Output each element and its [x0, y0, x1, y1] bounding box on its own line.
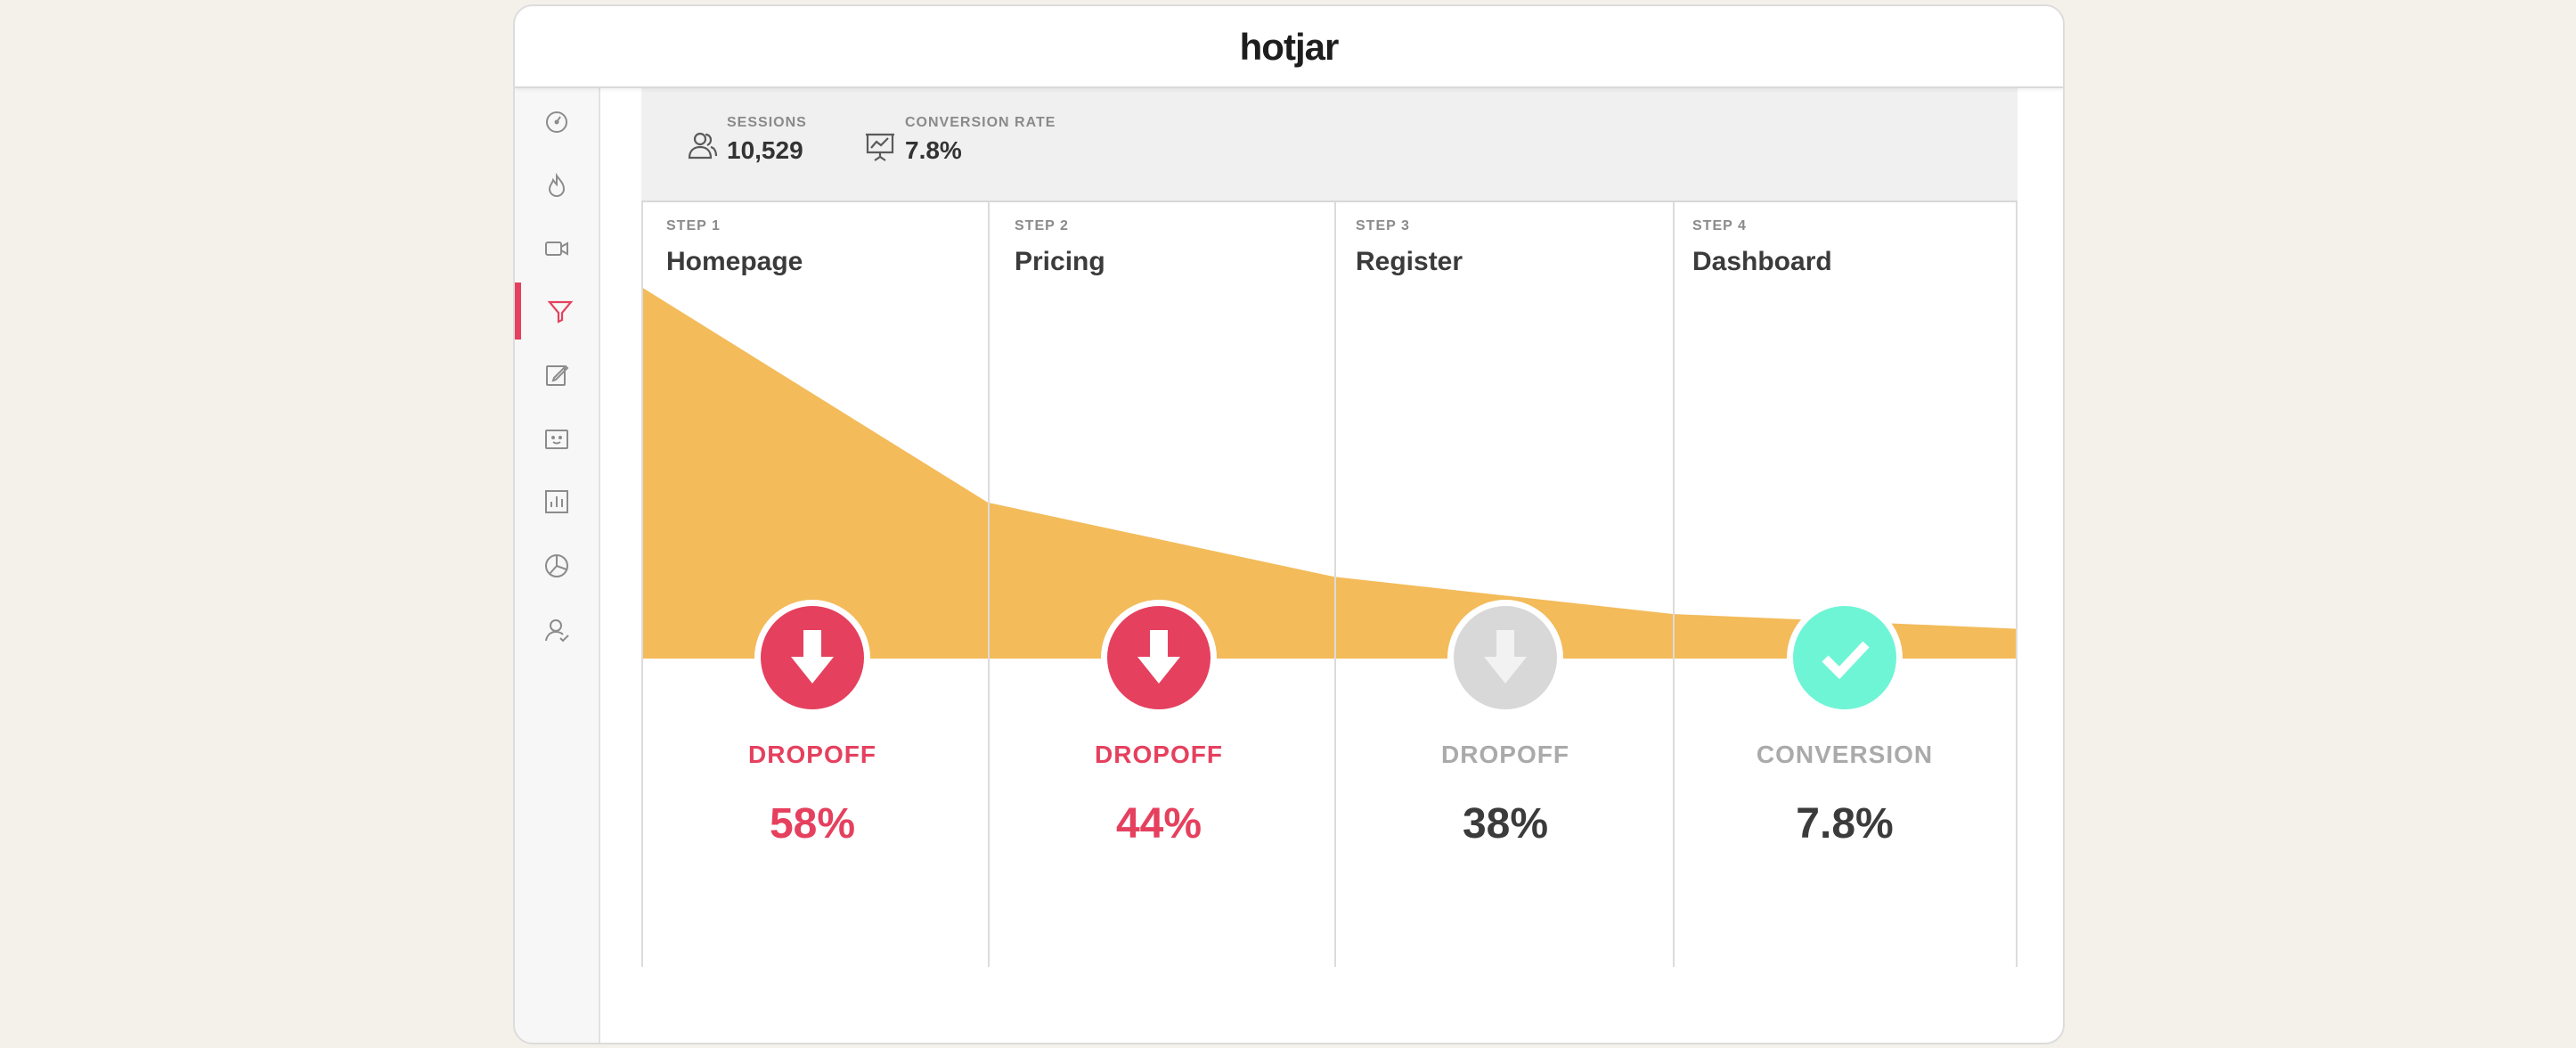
hotjar-logo[interactable]: hotjar — [1239, 26, 1340, 68]
sidebar-item-recruiters[interactable] — [515, 602, 599, 659]
step-number: STEP 3 — [1356, 218, 1410, 233]
step-2-dropoff-badge[interactable] — [1101, 600, 1217, 716]
step-name: Register — [1356, 247, 1463, 276]
sidebar — [515, 86, 600, 1043]
step-4-conversion-value: 7.8% — [1796, 800, 1894, 847]
funnel-area-chart — [641, 287, 2018, 659]
step-2-metric-label: DROPOFF — [1095, 741, 1223, 768]
step-name: Homepage — [666, 247, 803, 276]
sidebar-item-forms[interactable] — [515, 347, 599, 404]
step-3-metric-label: DROPOFF — [1441, 741, 1569, 768]
step-3-header[interactable]: STEP 3 Register — [1356, 218, 1463, 277]
checkmark-icon — [1822, 641, 1870, 680]
sidebar-item-heatmaps[interactable] — [515, 158, 599, 215]
funnel-panel: SESSIONS 10,529 CONVERSION RATE 7.8% STE… — [641, 86, 2018, 970]
step-number: STEP 2 — [1015, 218, 1069, 233]
sidebar-item-surveys[interactable] — [515, 473, 599, 530]
sidebar-item-recordings[interactable] — [515, 220, 599, 277]
pie-chart-icon — [545, 554, 568, 577]
step-2-dropoff-value: 44% — [1115, 800, 1202, 847]
feedback-poll-icon — [545, 430, 568, 449]
sidebar-item-dashboard[interactable] — [515, 94, 599, 151]
heatmap-flame-icon — [548, 172, 566, 197]
sessions-value: 10,529 — [727, 136, 803, 164]
step-number: STEP 4 — [1692, 218, 1747, 233]
sidebar-item-polls[interactable] — [515, 411, 599, 468]
funnel-area — [641, 287, 2018, 659]
app-window: hotjar — [513, 4, 2065, 1044]
column-divider — [2016, 202, 2018, 967]
arrow-down-icon — [1137, 630, 1180, 684]
sessions-label: SESSIONS — [727, 115, 807, 130]
step-2-header[interactable]: STEP 2 Pricing — [1015, 218, 1105, 277]
dashboard-gauge-icon — [546, 111, 567, 133]
step-1-metric-label: DROPOFF — [748, 741, 876, 768]
users-icon — [688, 132, 718, 160]
bar-chart-icon — [545, 490, 568, 513]
column-divider — [1334, 202, 1336, 967]
arrow-down-icon — [791, 630, 834, 684]
step-1-dropoff-badge[interactable] — [754, 600, 870, 716]
conversion-rate-label: CONVERSION RATE — [905, 115, 1056, 130]
arrow-down-icon — [1484, 630, 1527, 684]
step-number: STEP 1 — [666, 218, 721, 233]
step-4-conversion-badge[interactable] — [1787, 600, 1903, 716]
column-divider — [988, 202, 990, 967]
forms-edit-icon — [546, 364, 569, 386]
funnel-icon — [547, 300, 573, 323]
sidebar-item-funnels[interactable] — [515, 282, 599, 340]
step-4-header[interactable]: STEP 4 Dashboard — [1692, 218, 1832, 277]
step-3-dropoff-value: 38% — [1462, 800, 1549, 847]
title-bar: hotjar — [515, 6, 2063, 88]
step-name: Dashboard — [1692, 247, 1832, 276]
step-4-metric-label: CONVERSION — [1756, 741, 1934, 768]
stats-bar: SESSIONS 10,529 CONVERSION RATE 7.8% — [641, 86, 2018, 202]
step-name: Pricing — [1015, 247, 1105, 276]
column-divider — [641, 202, 643, 967]
step-3-dropoff-badge[interactable] — [1447, 600, 1563, 716]
presentation-chart-icon — [866, 133, 894, 161]
step-1-header[interactable]: STEP 1 Homepage — [666, 218, 803, 277]
recordings-video-icon — [545, 242, 568, 256]
column-divider — [1673, 202, 1675, 967]
step-1-dropoff-value: 58% — [769, 800, 856, 847]
recruiter-user-icon — [545, 619, 569, 643]
sidebar-item-reports[interactable] — [515, 537, 599, 594]
funnel-chart: STEP 1 Homepage STEP 2 Pricing STEP 3 Re… — [641, 202, 2018, 970]
conversion-rate-value: 7.8% — [905, 136, 962, 164]
